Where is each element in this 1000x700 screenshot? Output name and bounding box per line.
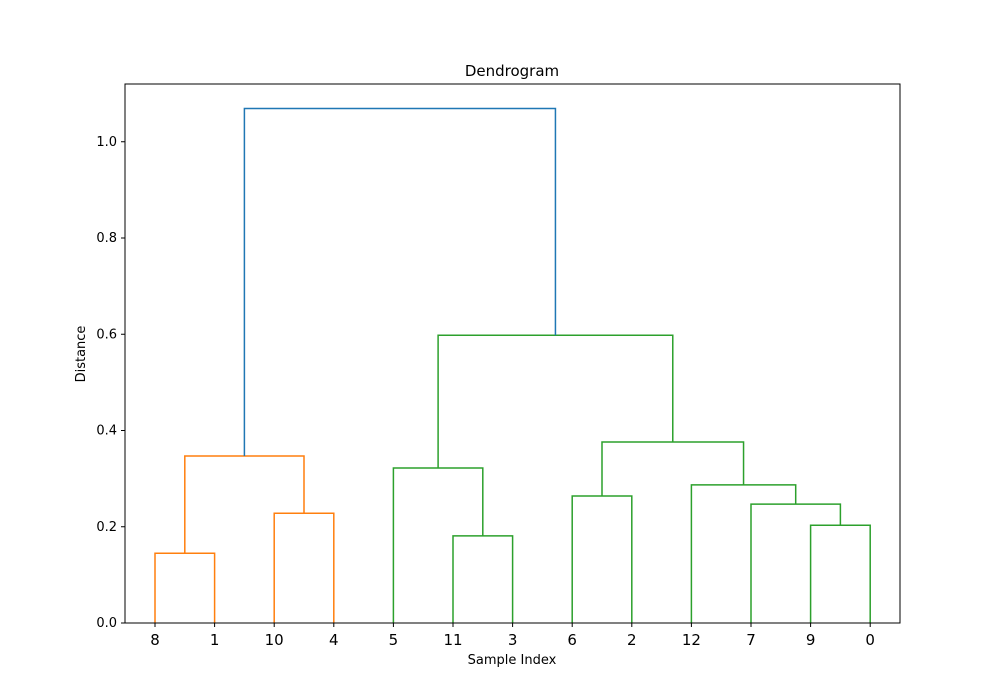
y-axis: 0.0 0.2 0.4 0.6 0.8 1.0 [96, 135, 125, 631]
y-axis-label: Distance [74, 326, 89, 383]
x-tick-label: 0 [865, 631, 875, 649]
y-tick-label: 1.0 [96, 135, 117, 150]
x-tick-label: 2 [627, 631, 637, 649]
x-tick-label: 6 [567, 631, 577, 649]
dendrogram-link [601, 441, 745, 496]
y-tick-label: 0.6 [96, 327, 117, 342]
x-tick-label: 1 [210, 631, 220, 649]
dendrogram-link [690, 484, 797, 623]
dendrogram-link [571, 495, 633, 623]
dendrogram-link [184, 455, 305, 554]
dendrogram-link [392, 467, 484, 623]
dendrogram-link [243, 107, 557, 457]
x-tick-label: 9 [806, 631, 816, 649]
dendrogram-link [809, 524, 871, 623]
x-tick-label: 4 [329, 631, 339, 649]
x-tick-label: 11 [443, 631, 462, 649]
y-tick-label: 0.4 [96, 424, 117, 439]
x-axis: 8 1 10 4 5 11 3 6 2 12 7 9 0 [150, 623, 875, 649]
x-tick-label: 10 [265, 631, 284, 649]
dendrogram-link [273, 512, 335, 623]
x-tick-label: 8 [150, 631, 160, 649]
x-tick-label: 3 [508, 631, 518, 649]
x-axis-label: Sample Index [468, 653, 557, 668]
dendrogram-link [750, 503, 842, 623]
dendrogram-link [452, 535, 514, 623]
dendrogram-links [154, 107, 871, 623]
x-tick-label: 12 [682, 631, 701, 649]
chart-title: Dendrogram [465, 62, 559, 80]
x-tick-label: 7 [746, 631, 756, 649]
x-tick-label: 5 [389, 631, 399, 649]
y-tick-label: 0.2 [96, 520, 117, 535]
dendrogram-link [154, 552, 216, 623]
y-tick-label: 0.8 [96, 231, 117, 246]
y-tick-label: 0.0 [96, 616, 117, 631]
dendrogram-link [437, 334, 674, 469]
